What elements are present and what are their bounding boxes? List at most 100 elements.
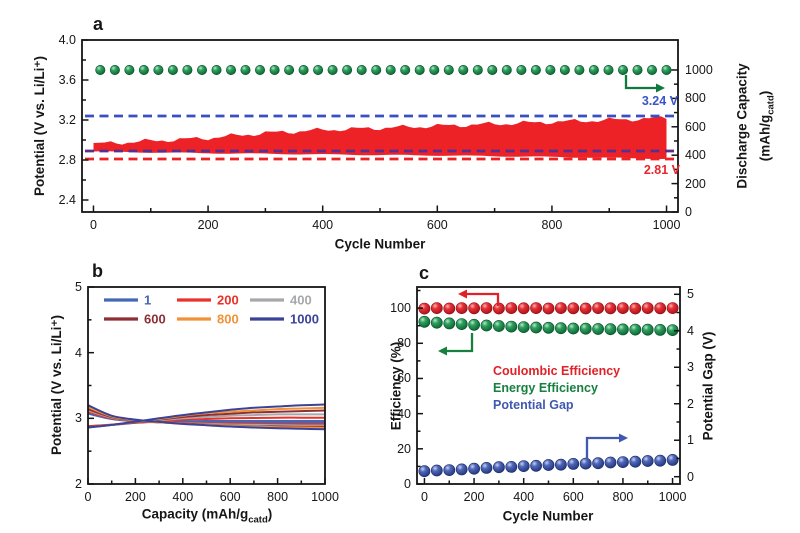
capacity-axis-arrow-head bbox=[656, 83, 665, 93]
data-point-potential-gap bbox=[666, 453, 679, 466]
gap-axis-arrow-head bbox=[619, 433, 628, 443]
panel-c-x-tick: 0 bbox=[420, 490, 428, 504]
data-point-potential-gap bbox=[654, 454, 667, 467]
data-point-capacity-sphere bbox=[588, 65, 599, 76]
charge-curve-cycle-1000 bbox=[87, 403, 326, 429]
legend-label-cycle-1000: 1000 bbox=[290, 311, 319, 327]
data-point-potential-gap bbox=[579, 457, 592, 470]
data-point-potential-gap bbox=[604, 456, 617, 469]
data-point-energy-efficiency bbox=[592, 323, 604, 335]
panel-a-x-tick: 800 bbox=[541, 218, 563, 232]
panel-b-y-tick: 4 bbox=[75, 345, 82, 360]
data-point-coulombic-efficiency bbox=[629, 302, 642, 315]
data-point-potential-gap bbox=[430, 464, 443, 477]
data-point-energy-efficiency bbox=[505, 320, 518, 333]
data-point-capacity-sphere bbox=[458, 65, 469, 76]
data-point-capacity-sphere bbox=[603, 65, 614, 76]
data-point-capacity-sphere bbox=[414, 65, 425, 76]
legend-coulombic-efficiency: Coulombic Efficiency bbox=[493, 364, 621, 378]
data-point-potential-gap bbox=[455, 463, 468, 476]
panel-c-y-tick: 100 bbox=[390, 301, 411, 316]
panel-c-right-tick: 3 bbox=[687, 360, 694, 375]
data-point-coulombic-efficiency bbox=[480, 302, 493, 314]
data-point-coulombic-efficiency bbox=[443, 302, 456, 315]
data-point-potential-gap bbox=[468, 462, 480, 475]
data-point-energy-efficiency bbox=[418, 315, 431, 328]
data-point-energy-efficiency bbox=[530, 321, 542, 334]
data-point-coulombic-efficiency bbox=[654, 302, 667, 315]
data-point-capacity-sphere bbox=[167, 65, 178, 76]
panel-b-x-tick: 400 bbox=[172, 490, 194, 504]
data-point-capacity-sphere bbox=[530, 65, 541, 76]
data-point-energy-efficiency bbox=[617, 323, 629, 336]
annotation-charge-voltage: 3.24 V bbox=[641, 94, 678, 108]
panel-a-right-tick: 400 bbox=[685, 148, 706, 163]
panel-a-x-tick: 1000 bbox=[652, 218, 681, 232]
data-point-coulombic-efficiency bbox=[530, 302, 542, 314]
panel-a-x-tick: 400 bbox=[312, 218, 334, 232]
data-point-coulombic-efficiency bbox=[517, 302, 530, 315]
data-point-coulombic-efficiency bbox=[666, 302, 679, 314]
legend-label-cycle-400: 400 bbox=[290, 292, 312, 308]
data-point-capacity-sphere bbox=[429, 65, 440, 76]
coulombic-axis-arrow-head bbox=[458, 289, 467, 299]
data-point-capacity-sphere bbox=[211, 65, 222, 76]
data-point-potential-gap bbox=[641, 455, 654, 467]
data-point-capacity-sphere bbox=[342, 65, 353, 76]
data-point-potential-gap bbox=[480, 461, 493, 474]
panel-c-y-tick: 80 bbox=[397, 336, 411, 351]
data-point-capacity-sphere bbox=[545, 65, 556, 76]
data-point-capacity-sphere bbox=[182, 65, 193, 76]
panel-b-x-tick: 800 bbox=[267, 490, 289, 504]
panel-b-letter: b bbox=[92, 261, 103, 281]
panel-c-letter: c bbox=[419, 263, 430, 283]
legend-label-cycle-1: 1 bbox=[144, 292, 152, 308]
data-point-coulombic-efficiency bbox=[592, 302, 604, 314]
data-point-capacity-sphere bbox=[226, 65, 237, 76]
panel-c-x-tick: 800 bbox=[612, 490, 634, 504]
data-point-potential-gap bbox=[443, 464, 456, 476]
data-point-energy-efficiency bbox=[555, 322, 567, 335]
data-point-potential-gap bbox=[517, 460, 530, 472]
axis-title-subscript: catd bbox=[248, 514, 268, 526]
unit-text: (mAh/g bbox=[757, 114, 773, 162]
data-point-capacity-sphere bbox=[269, 65, 280, 76]
data-point-coulombic-efficiency bbox=[430, 302, 443, 314]
coulombic-axis-arrow bbox=[467, 292, 500, 306]
panel-c-y-tick: 20 bbox=[397, 441, 411, 456]
panel-a-x-tick: 0 bbox=[89, 218, 97, 232]
data-point-potential-gap bbox=[555, 458, 567, 471]
data-point-coulombic-efficiency bbox=[579, 302, 592, 315]
discharge-curve-cycle-1000 bbox=[87, 404, 326, 431]
panel-a-right-tick: 600 bbox=[685, 119, 706, 134]
panel-b-x-axis-title: Capacity (mAh/gcatd) bbox=[142, 507, 273, 526]
data-point-potential-gap bbox=[492, 461, 505, 474]
panel-c-y-tick: 0 bbox=[404, 477, 411, 491]
legend-energy-efficiency: Energy Efficiency bbox=[493, 381, 598, 395]
panel-b-y-axis-title: Potential (V vs. Li/Li⁺) bbox=[49, 315, 64, 455]
panel-c-x-tick: 1000 bbox=[658, 490, 687, 504]
legend-label-cycle-800: 800 bbox=[217, 311, 239, 327]
data-point-capacity-sphere bbox=[501, 65, 512, 76]
panel-a-right-tick: 200 bbox=[685, 176, 706, 191]
data-point-energy-efficiency bbox=[641, 323, 654, 336]
data-point-capacity-sphere bbox=[443, 65, 454, 76]
data-point-capacity-sphere bbox=[400, 65, 411, 76]
panel-c-x-tick: 600 bbox=[562, 490, 584, 504]
panel-c-right-tick: 1 bbox=[687, 433, 694, 448]
data-point-capacity-sphere bbox=[646, 65, 657, 76]
panel-a-right-axis-title-line1: Discharge Capacity bbox=[734, 63, 750, 189]
legend-label-cycle-200: 200 bbox=[217, 292, 239, 308]
capacity-axis-arrow bbox=[624, 75, 656, 90]
data-point-capacity-sphere bbox=[385, 65, 396, 76]
panel-c-right-axis-title: Potential Gap (V) bbox=[700, 331, 716, 441]
panel-a-right-tick: 1000 bbox=[685, 62, 713, 77]
data-point-potential-gap bbox=[617, 456, 629, 468]
panel-a-y-tick: 2.4 bbox=[58, 193, 76, 207]
data-point-potential-gap bbox=[505, 460, 518, 473]
unit-subscript: catd bbox=[765, 95, 777, 115]
data-point-coulombic-efficiency bbox=[505, 302, 518, 314]
data-point-capacity-sphere bbox=[313, 65, 324, 76]
energy-axis-arrow bbox=[447, 333, 474, 353]
